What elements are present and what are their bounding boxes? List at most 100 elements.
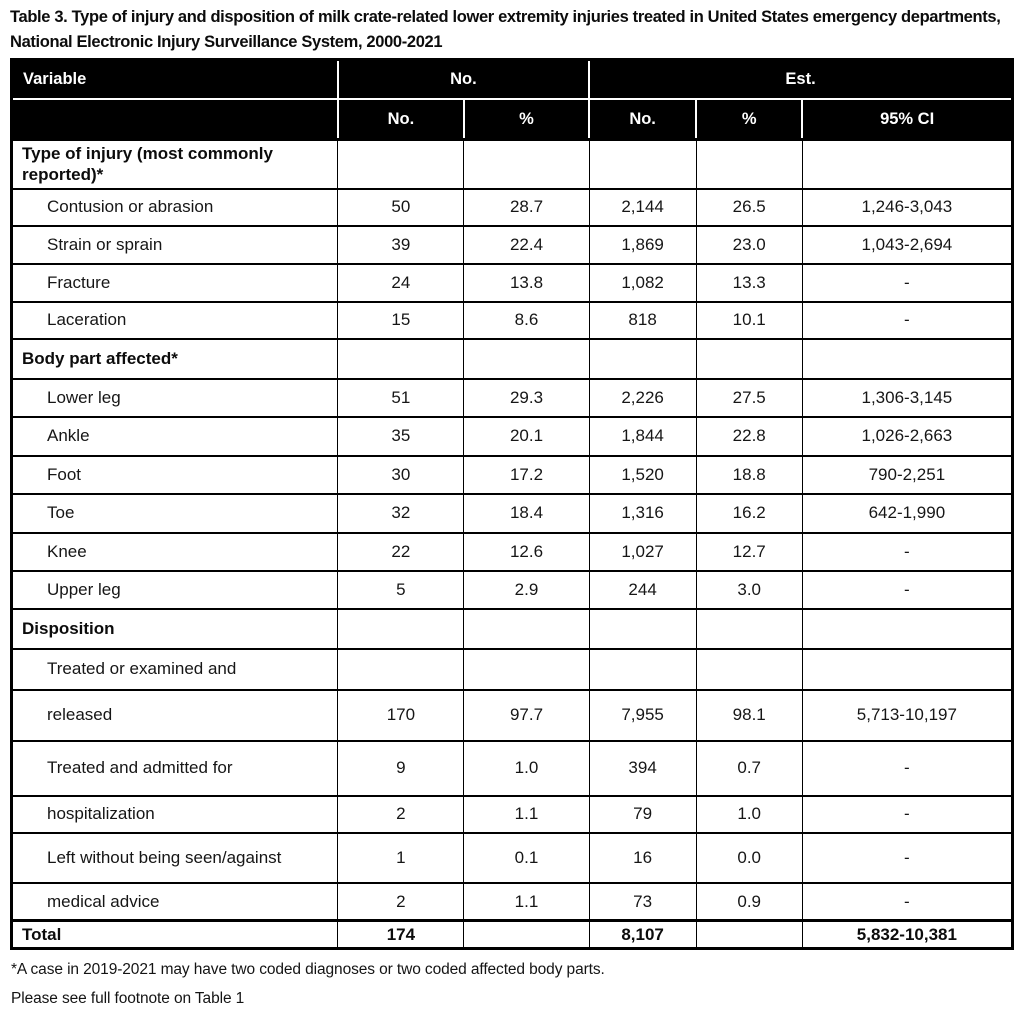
row-cell: 1.0 <box>695 794 803 834</box>
row-cell: 642-1,990 <box>801 492 1014 534</box>
row-cell <box>463 607 590 650</box>
row-cell: 8.6 <box>463 300 590 340</box>
row-cell <box>463 919 590 950</box>
row-cell: 1.1 <box>463 881 590 922</box>
row-cell: 97.7 <box>463 688 590 742</box>
row-label: Toe <box>10 492 339 534</box>
row-cell: 1,082 <box>588 262 697 303</box>
table-row: Foot 30 17.2 1,520 18.8 790-2,251 <box>10 454 1014 495</box>
row-cell: 12.6 <box>463 531 590 572</box>
row-cell: 7,955 <box>588 688 697 742</box>
row-cell: - <box>801 569 1014 610</box>
table-row: Fracture 24 13.8 1,082 13.3- <box>10 262 1014 303</box>
row-label: Strain or sprain <box>10 224 339 265</box>
row-cell: 1,844 <box>588 415 697 457</box>
header-sub-est-percent: % <box>695 99 804 141</box>
row-cell: 0.9 <box>695 881 803 922</box>
row-cell: 22 <box>337 531 465 572</box>
row-cell <box>337 337 465 380</box>
row-cell: 18.8 <box>695 454 803 495</box>
table-row: Strain or sprain 39 22.4 1,869 23.0 1,043-2,6… <box>10 224 1014 265</box>
table-row: Toe 32 18.4 1,316 16.2 642-1,990 <box>10 492 1014 534</box>
row-cell: 3.0 <box>695 569 803 610</box>
row-cell: 2 <box>337 794 465 834</box>
footnote-see-table1: Please see full footnote on Table 1 <box>11 990 245 1007</box>
footnote-asterisk: *A case in 2019-2021 may have two coded … <box>11 961 605 978</box>
row-cell <box>588 607 697 650</box>
row-cell <box>337 138 465 190</box>
row-cell: - <box>801 881 1014 922</box>
row-cell: - <box>801 262 1014 303</box>
table-row: Knee 22 12.6 1,027 12.7- <box>10 531 1014 572</box>
row-cell: 0.0 <box>695 831 803 884</box>
row-label: Lower leg <box>10 377 339 418</box>
row-cell: 16.2 <box>695 492 803 534</box>
row-cell: 23.0 <box>695 224 803 265</box>
row-cell: 174 <box>337 919 465 950</box>
row-cell: 818 <box>588 300 697 340</box>
row-cell <box>337 607 465 650</box>
row-cell: 12.7 <box>695 531 803 572</box>
header-sub-no-percent: % <box>462 99 591 141</box>
row-cell: 1,869 <box>588 224 697 265</box>
table-row: Left without being seen/against 1 0.1 16 0.0… <box>10 831 1014 884</box>
row-cell <box>801 138 1014 190</box>
row-cell: 27.5 <box>695 377 803 418</box>
row-cell: 1.0 <box>463 739 590 797</box>
table-row: released 170 97.7 7,955 98.1 5,713-10,197 <box>10 688 1014 742</box>
table-total-row: Total 174 8,107 5,832-10,381 <box>10 919 1014 950</box>
row-cell: 18.4 <box>463 492 590 534</box>
row-cell <box>801 337 1014 380</box>
row-cell: - <box>801 794 1014 834</box>
row-cell: 170 <box>337 688 465 742</box>
row-cell: 1,520 <box>588 454 697 495</box>
row-cell: 22.8 <box>695 415 803 457</box>
row-label: Left without being seen/against <box>10 831 339 884</box>
row-cell: 35 <box>337 415 465 457</box>
row-label: hospitalization <box>10 794 339 834</box>
table-row: hospitalization 2 1.1 79 1.0- <box>10 794 1014 834</box>
row-cell: 244 <box>588 569 697 610</box>
row-cell: 13.3 <box>695 262 803 303</box>
table-row: Treated or examined and <box>10 647 1014 691</box>
row-cell: 22.4 <box>463 224 590 265</box>
row-label: Treated and admitted for <box>10 739 339 797</box>
row-label: Total <box>10 919 339 950</box>
row-cell: 1,246-3,043 <box>801 187 1014 227</box>
row-cell: 17.2 <box>463 454 590 495</box>
row-cell: 39 <box>337 224 465 265</box>
row-label: Knee <box>10 531 339 572</box>
row-cell <box>801 647 1014 691</box>
table-title: Table 3. Type of injury and disposition … <box>10 8 1001 51</box>
row-cell <box>588 647 697 691</box>
row-cell: 1 <box>337 831 465 884</box>
row-cell: 2 <box>337 881 465 922</box>
row-cell: 28.7 <box>463 187 590 227</box>
row-cell: 2,226 <box>588 377 697 418</box>
row-cell <box>588 337 697 380</box>
row-cell: 5,713-10,197 <box>801 688 1014 742</box>
row-cell: 1,306-3,145 <box>801 377 1014 418</box>
row-cell: 79 <box>588 794 697 834</box>
row-cell: - <box>801 531 1014 572</box>
data-table: Variable No. Est. No. % No. % 95% CI Typ… <box>10 58 1014 950</box>
header-sub-est-count: No. <box>588 99 698 141</box>
header-sub-no-count: No. <box>336 99 465 141</box>
row-cell: 5 <box>337 569 465 610</box>
row-cell <box>463 337 590 380</box>
row-cell: 51 <box>337 377 465 418</box>
row-cell: 29.3 <box>463 377 590 418</box>
header-group-no: No. <box>336 59 591 100</box>
row-cell: 1,027 <box>588 531 697 572</box>
header-sub-ci: 95% CI <box>801 99 1014 141</box>
row-cell: 8,107 <box>588 919 697 950</box>
table-section-row: Type of injury (most commonly reported)* <box>10 138 1014 190</box>
row-label: Treated or examined and <box>10 647 339 691</box>
row-cell <box>695 919 803 950</box>
header-group-est: Est. <box>588 59 1014 100</box>
table-row: Upper leg 5 2.9 244 3.0- <box>10 569 1014 610</box>
row-cell: 16 <box>588 831 697 884</box>
table-row: Treated and admitted for 9 1.0 394 0.7- <box>10 739 1014 797</box>
row-cell: 1,043-2,694 <box>801 224 1014 265</box>
